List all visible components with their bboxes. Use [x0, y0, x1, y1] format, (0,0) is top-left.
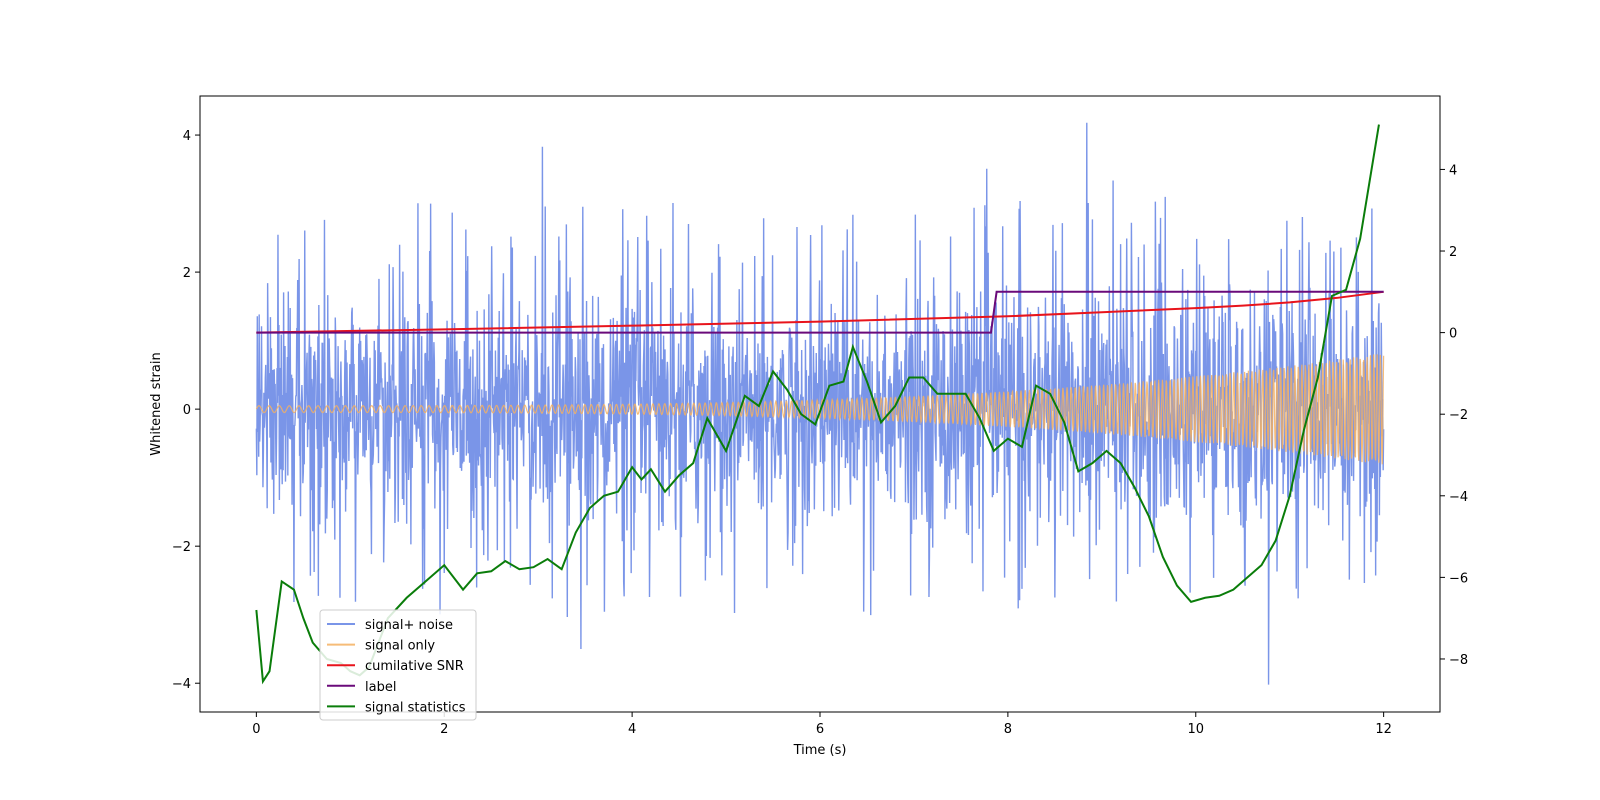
- y-right-tick-label: 0: [1449, 327, 1457, 342]
- x-axis-label: Time (s): [793, 743, 847, 758]
- x-axis: 0 2 4 6 8 10 12: [252, 712, 1392, 737]
- y-right-tick-label: 2: [1449, 245, 1457, 260]
- legend-label: signal only: [365, 639, 435, 654]
- x-tick-label: 12: [1375, 722, 1392, 737]
- legend-label: label: [365, 680, 396, 695]
- y-left-tick-label: 2: [183, 266, 191, 281]
- y-right-tick-label: −8: [1449, 653, 1468, 668]
- y-right-tick-label: −4: [1449, 490, 1468, 505]
- legend-label: signal+ noise: [365, 618, 453, 633]
- y-left-tick-label: −2: [172, 540, 191, 555]
- x-tick-label: 8: [1004, 722, 1012, 737]
- y-axis-label: Whitened strain: [149, 352, 164, 455]
- series-signal-statistics: [255, 124, 1380, 685]
- series-cumulative-snr: [256, 290, 1384, 334]
- y-axis-right: −8 −6 −4 −2 0 2 4: [1440, 163, 1468, 668]
- y-left-tick-label: 0: [183, 403, 191, 418]
- y-right-tick-label: −2: [1449, 408, 1468, 423]
- y-left-tick-label: −4: [172, 677, 191, 692]
- x-tick-label: 0: [252, 722, 260, 737]
- series-signal-only: [255, 354, 1385, 465]
- x-tick-label: 4: [628, 722, 636, 737]
- y-axis-left: −4 −2 0 2 4: [172, 129, 200, 692]
- legend-label: signal statistics: [365, 700, 466, 715]
- y-left-tick-label: 4: [183, 129, 191, 144]
- legend-box: [319, 609, 477, 721]
- y-right-tick-label: −6: [1449, 571, 1468, 586]
- series-layer: [255, 122, 1385, 685]
- series-signal-noise: [255, 122, 1385, 685]
- x-tick-label: 10: [1187, 722, 1204, 737]
- x-tick-label: 2: [440, 722, 448, 737]
- y-right-tick-label: 4: [1449, 163, 1457, 178]
- x-tick-label: 6: [816, 722, 824, 737]
- legend: signal+ noise signal only cumilative SNR la…: [319, 609, 477, 721]
- series-label: [256, 290, 1384, 334]
- legend-label: cumilative SNR: [365, 659, 464, 674]
